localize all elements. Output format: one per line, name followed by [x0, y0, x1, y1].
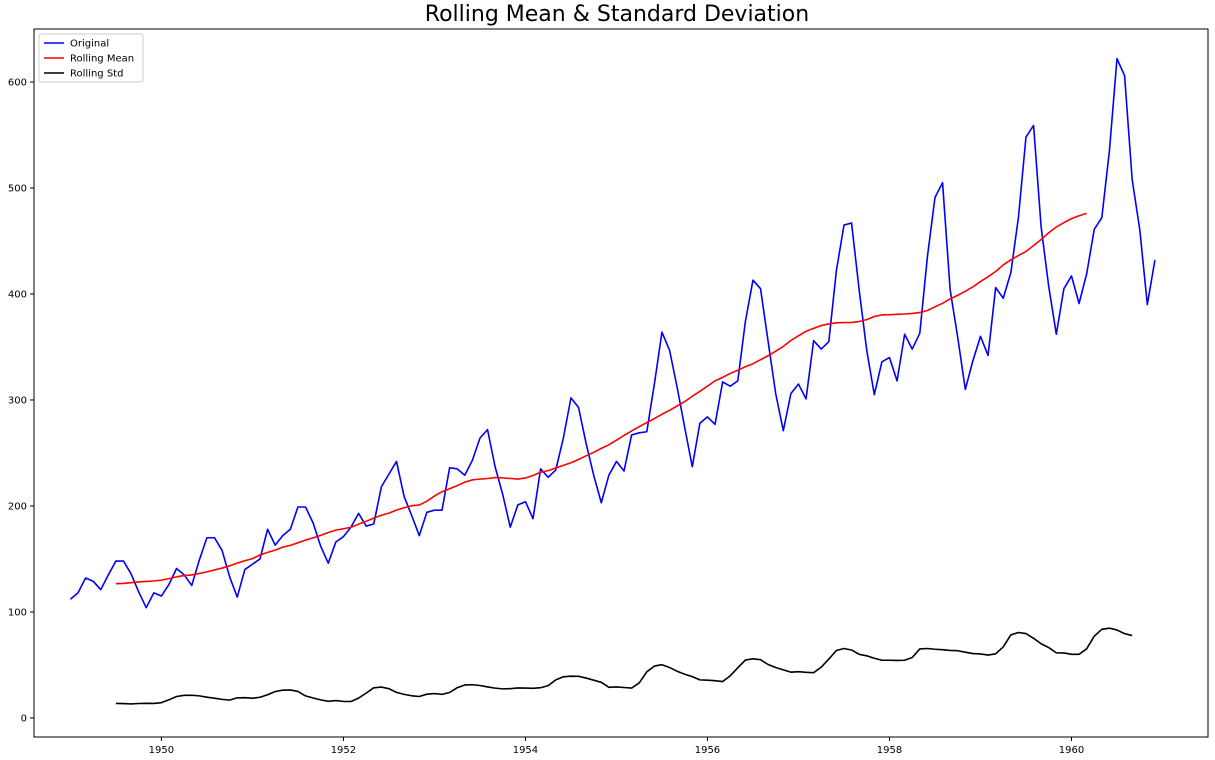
- y-tick-label: 0: [21, 713, 27, 724]
- legend-box: [38, 33, 144, 83]
- legend-label: Original: [70, 39, 109, 50]
- series-line-original: [69, 57, 1156, 609]
- series-line-rolling-std: [115, 627, 1133, 705]
- x-tick-label: 1954: [513, 745, 538, 756]
- series-line-rolling-mean: [115, 212, 1087, 585]
- y-tick-label: 400: [8, 289, 27, 300]
- y-tick-label: 600: [8, 77, 27, 88]
- legend-label: Rolling Std: [70, 69, 123, 80]
- x-tick-label: 1960: [1059, 745, 1084, 756]
- y-tick-label: 500: [8, 183, 27, 194]
- y-tick-label: 200: [8, 501, 27, 512]
- x-tick-label: 1950: [149, 745, 174, 756]
- chart-title: Rolling Mean & Standard Deviation: [424, 2, 810, 27]
- plot-area: [33, 28, 1209, 738]
- x-tick-label: 1952: [331, 745, 356, 756]
- x-tick-label: 1958: [877, 745, 902, 756]
- series-layer: [69, 57, 1156, 705]
- legend-label: Rolling Mean: [70, 54, 134, 65]
- y-tick-label: 300: [8, 395, 27, 406]
- axes-layer: 1950 1952 1954 1956 1958 1960 0 100 200 300 400 500…: [8, 77, 1084, 756]
- x-tick-label: 1956: [695, 745, 720, 756]
- y-tick-label: 100: [8, 607, 27, 618]
- chart-legend: Original Rolling Mean Rolling Std: [38, 33, 144, 83]
